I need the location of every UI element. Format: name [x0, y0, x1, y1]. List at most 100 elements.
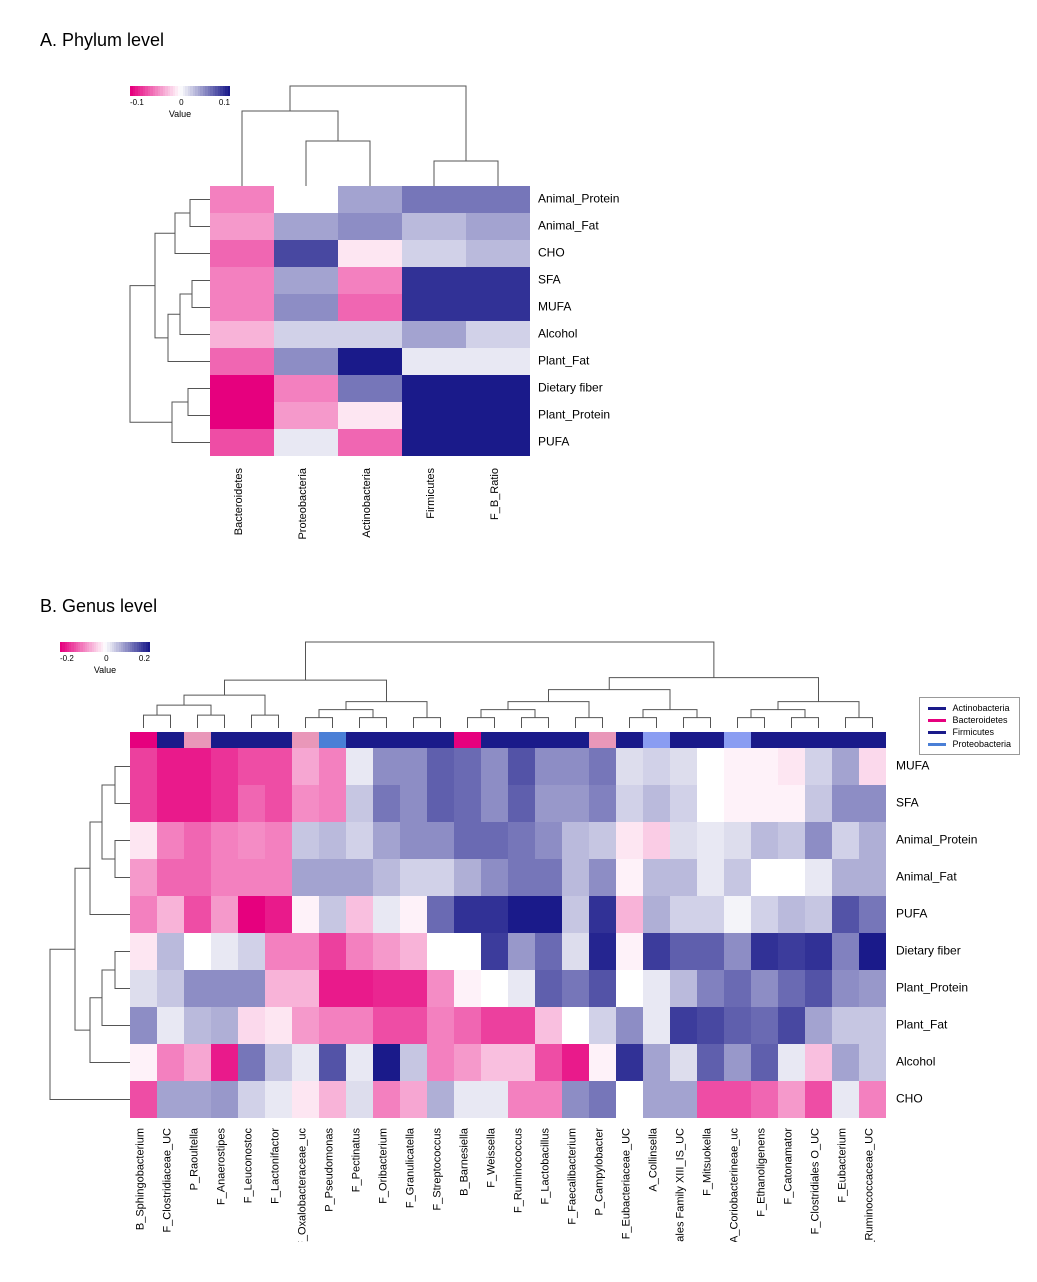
heatmap-cell	[338, 375, 402, 402]
heatmap-cell	[274, 402, 338, 429]
row-label: MUFA	[538, 300, 571, 314]
heatmap-cell	[454, 896, 481, 933]
col-label: P_Pseudomonas	[324, 1128, 336, 1212]
heatmap-cell	[481, 748, 508, 785]
heatmap-cell	[616, 1044, 643, 1081]
heatmap-cell	[157, 822, 184, 859]
heatmap-cell	[373, 1007, 400, 1044]
heatmap-cell	[697, 785, 724, 822]
heatmap-cell	[778, 1081, 805, 1118]
heatmap-cell	[402, 267, 466, 294]
heatmap-cell	[292, 1044, 319, 1081]
heatmap-cell	[805, 785, 832, 822]
heatmap-cell	[373, 970, 400, 1007]
heatmap-cell	[589, 748, 616, 785]
heatmap-cell	[454, 1007, 481, 1044]
phylum-bar-cell	[751, 732, 778, 748]
heatmap-cell	[508, 896, 535, 933]
heatmap-cell	[535, 859, 562, 896]
heatmap-cell	[211, 1081, 238, 1118]
heatmap-cell	[562, 1044, 589, 1081]
phylum-bar-cell	[535, 732, 562, 748]
heatmap-cell	[805, 1044, 832, 1081]
legend-a-min: -0.1	[130, 98, 144, 107]
heatmap-cell	[832, 970, 859, 1007]
heatmap-cell	[670, 896, 697, 933]
col-label: P_Campylobacter	[594, 1128, 606, 1216]
heatmap-cell	[265, 1007, 292, 1044]
heatmap-cell	[670, 785, 697, 822]
heatmap-cell	[508, 822, 535, 859]
heatmap-cell	[274, 240, 338, 267]
heatmap-cell	[454, 1044, 481, 1081]
heatmap-cell	[589, 1044, 616, 1081]
heatmap-cell	[157, 748, 184, 785]
heatmap-cell	[481, 822, 508, 859]
heatmap-cell	[130, 896, 157, 933]
col-label: Actinobacteria	[361, 467, 373, 538]
heatmap-cell	[454, 933, 481, 970]
heatmap-cell	[751, 1081, 778, 1118]
col-label: Proteobacteria	[297, 467, 309, 539]
phylum-bar-cell	[859, 732, 886, 748]
phylum-bar-cell	[211, 732, 238, 748]
heatmap-cell	[778, 859, 805, 896]
heatmap-cell	[670, 1081, 697, 1118]
col-label: Firmicutes	[425, 468, 437, 519]
heatmap-cell	[481, 1044, 508, 1081]
col-label: F_Mitsuokella	[702, 1127, 714, 1196]
heatmap-cell	[562, 822, 589, 859]
heatmap-cell	[724, 748, 751, 785]
phylum-bar-cell	[292, 732, 319, 748]
heatmap-cell	[562, 859, 589, 896]
heatmap-cell	[402, 348, 466, 375]
col-label: F_Oribacterium	[378, 1128, 390, 1204]
heatmap-cell	[427, 970, 454, 1007]
heatmap-cell	[751, 1007, 778, 1044]
legend-a-max: 0.1	[219, 98, 230, 107]
col-label: Bacteroidetes	[233, 468, 245, 536]
heatmap-cell	[643, 933, 670, 970]
heatmap-cell	[751, 896, 778, 933]
heatmap-cell	[274, 186, 338, 213]
heatmap-cell	[130, 970, 157, 1007]
heatmap-cell	[859, 1007, 886, 1044]
heatmap-cell	[508, 1007, 535, 1044]
heatmap-cell	[184, 1044, 211, 1081]
heatmap-cell	[697, 1007, 724, 1044]
panel-b: B. Genus level -0.2 0 0.2 Value Actinoba…	[20, 596, 1037, 1222]
legend-a-label: Value	[130, 109, 230, 119]
heatmap-cell	[670, 859, 697, 896]
heatmap-cell	[466, 429, 530, 456]
heatmap-cell	[130, 822, 157, 859]
heatmap-cell	[319, 1081, 346, 1118]
heatmap-cell	[481, 785, 508, 822]
heatmap-cell	[338, 429, 402, 456]
row-label: PUFA	[896, 907, 927, 921]
heatmap-cell	[697, 1081, 724, 1118]
heatmap-cell	[724, 933, 751, 970]
col-label: F_Clostridiaceae_UC	[162, 1128, 174, 1233]
heatmap-cell	[265, 822, 292, 859]
phylum-bar-cell	[238, 732, 265, 748]
col-label: F_Pectinatus	[351, 1128, 363, 1193]
col-label: F_Lactobacillus	[540, 1128, 552, 1205]
col-label: F_Lactonifactor	[270, 1128, 282, 1204]
heatmap-cell	[778, 1044, 805, 1081]
row-label: CHO	[896, 1092, 923, 1106]
heatmap-cell	[751, 933, 778, 970]
heatmap-cell	[238, 785, 265, 822]
heatmap-cell	[211, 896, 238, 933]
heatmap-cell	[643, 896, 670, 933]
heatmap-cell	[643, 859, 670, 896]
heatmap-cell	[562, 933, 589, 970]
heatmap-cell	[402, 240, 466, 267]
heatmap-cell	[508, 1044, 535, 1081]
heatmap-cell	[157, 896, 184, 933]
heatmap-cell	[402, 402, 466, 429]
heatmap-cell	[184, 970, 211, 1007]
heatmap-cell	[535, 785, 562, 822]
legend-b-label: Value	[60, 665, 150, 675]
col-label: A_Collinsella	[648, 1127, 660, 1191]
col-label: F_Eubacterium	[837, 1128, 849, 1203]
